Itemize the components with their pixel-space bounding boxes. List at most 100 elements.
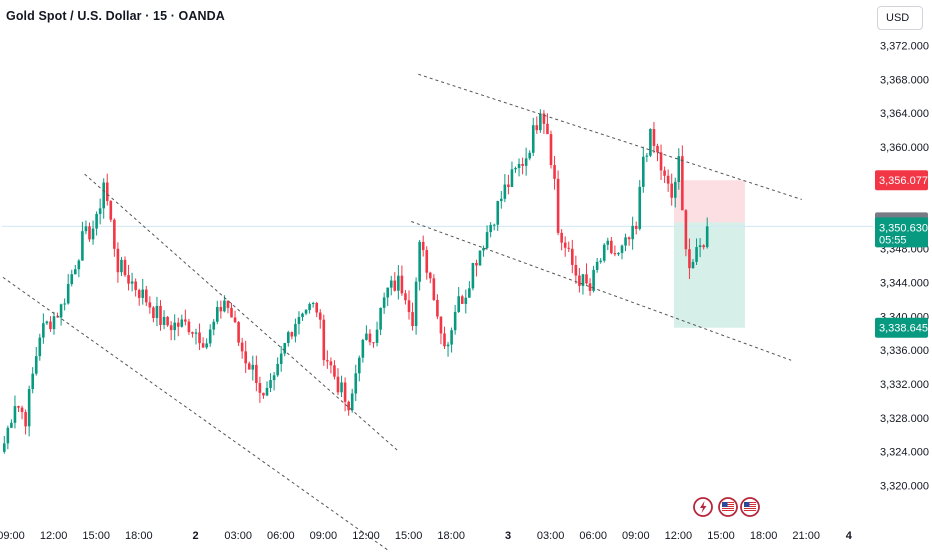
candle-body	[567, 247, 571, 249]
lightning-icon[interactable]	[693, 497, 713, 517]
flag-stripe	[722, 504, 734, 505]
flag-canton	[744, 502, 750, 507]
candle	[244, 340, 247, 373]
candle	[105, 173, 109, 206]
candle-body	[59, 304, 63, 318]
candle	[208, 324, 212, 347]
candle-body	[31, 373, 34, 389]
candle-body	[563, 242, 567, 248]
candle-body	[91, 228, 95, 240]
candle-body	[666, 175, 670, 184]
candle-body	[492, 224, 496, 226]
candle	[432, 274, 436, 301]
candle-body	[184, 319, 187, 322]
candle	[446, 341, 450, 357]
candle	[485, 225, 489, 250]
y-tick-label: 3,324.000	[880, 447, 929, 459]
candle-body	[354, 373, 358, 394]
candle	[329, 357, 333, 374]
candle-body	[599, 260, 602, 262]
candle	[176, 317, 180, 337]
candle	[159, 300, 162, 331]
candle-body	[287, 332, 290, 344]
candle-body	[507, 184, 510, 187]
candle	[460, 294, 464, 305]
candle-body	[109, 201, 113, 220]
candle-body	[152, 307, 155, 319]
candle	[269, 373, 272, 393]
candle-body	[27, 388, 31, 427]
candle-body	[489, 224, 492, 233]
time-axis[interactable]: 09:00 12:00 15:00 18:00 2 03:00 06:00 09:00 12:0…	[0, 530, 853, 542]
candle-body	[347, 401, 350, 411]
candle	[652, 121, 656, 154]
candle	[262, 392, 265, 399]
price-tag-bg	[875, 317, 928, 338]
candle-body	[3, 443, 6, 452]
candle	[585, 263, 588, 285]
candle-body	[318, 312, 322, 320]
candle	[162, 310, 166, 330]
candle	[24, 409, 27, 435]
candle	[450, 327, 453, 353]
candle-body	[425, 250, 429, 273]
price-tag-bg	[875, 217, 928, 248]
candle-body	[329, 361, 333, 366]
x-tick-label: 15:00	[82, 530, 110, 542]
candle-body	[95, 213, 98, 229]
x-tick-label: 06:00	[579, 530, 607, 542]
candle	[109, 200, 113, 223]
candle	[382, 292, 386, 314]
candle	[457, 287, 460, 313]
candle-body	[155, 305, 159, 319]
candle-body	[240, 342, 244, 352]
candle-body	[588, 283, 592, 291]
candle-body	[613, 253, 617, 255]
candle	[180, 314, 184, 328]
x-tick-label: 09:00	[622, 530, 650, 542]
flag-stripe	[744, 510, 756, 511]
candle	[695, 238, 698, 266]
icon-glyph	[700, 501, 707, 513]
candle-body	[162, 316, 166, 325]
price-axis[interactable]: 3,320.000 3,324.000 3,328.000 3,332.000 3,33…	[880, 41, 929, 493]
candle-body	[670, 183, 673, 198]
candle-body	[695, 247, 698, 262]
candle-body	[340, 382, 343, 393]
candle-body	[52, 316, 56, 330]
candle	[166, 315, 169, 327]
us-flag-icon[interactable]	[718, 497, 738, 517]
candle-body	[436, 299, 439, 317]
candle	[507, 174, 510, 195]
candle	[404, 290, 407, 305]
candle-body	[365, 333, 368, 340]
candle-body	[620, 245, 624, 253]
currency-selector[interactable]: USD	[877, 6, 923, 30]
candle	[528, 150, 531, 161]
candle	[336, 368, 340, 396]
candle	[361, 338, 365, 363]
candle	[191, 331, 194, 338]
channel-line	[84, 173, 398, 451]
candle	[38, 333, 42, 361]
us-flag-icon[interactable]	[740, 497, 760, 517]
candle	[34, 347, 38, 376]
candle-body	[102, 182, 105, 209]
candle	[205, 338, 208, 350]
candle-body	[198, 332, 201, 344]
candle	[184, 309, 187, 326]
price-tag-bg	[875, 170, 928, 191]
candle-body	[84, 226, 88, 232]
candle-body	[13, 406, 17, 423]
candle	[301, 312, 304, 321]
candle	[358, 355, 361, 382]
candle-body	[258, 382, 262, 393]
candle	[386, 287, 389, 307]
event-icons[interactable]	[693, 497, 760, 517]
candle	[631, 216, 634, 250]
candle-body	[397, 275, 400, 291]
x-tick-label: 15:00	[395, 530, 423, 542]
candle-body	[276, 363, 279, 376]
candle-body	[627, 237, 631, 240]
